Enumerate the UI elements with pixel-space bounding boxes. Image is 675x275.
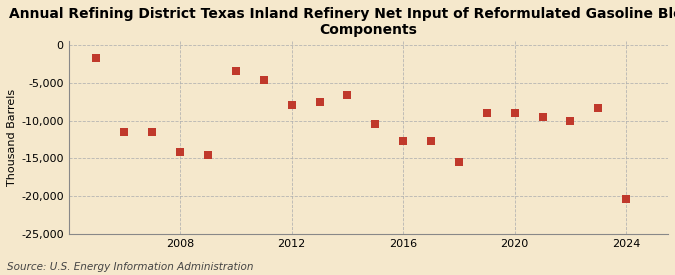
Point — [230, 69, 241, 73]
Point — [202, 153, 213, 158]
Point — [621, 197, 632, 201]
Title: Annual Refining District Texas Inland Refinery Net Input of Reformulated Gasolin: Annual Refining District Texas Inland Re… — [9, 7, 675, 37]
Point — [147, 130, 158, 134]
Text: Source: U.S. Energy Information Administration: Source: U.S. Energy Information Administ… — [7, 262, 253, 272]
Point — [314, 99, 325, 104]
Point — [398, 139, 408, 143]
Point — [259, 78, 269, 82]
Point — [370, 121, 381, 126]
Point — [119, 130, 130, 134]
Point — [593, 106, 603, 111]
Point — [510, 111, 520, 115]
Point — [91, 56, 102, 60]
Point — [565, 119, 576, 123]
Point — [342, 93, 353, 97]
Point — [481, 111, 492, 115]
Point — [537, 114, 548, 119]
Point — [454, 160, 464, 164]
Y-axis label: Thousand Barrels: Thousand Barrels — [7, 89, 17, 186]
Point — [175, 150, 186, 155]
Point — [286, 103, 297, 108]
Point — [426, 139, 437, 143]
